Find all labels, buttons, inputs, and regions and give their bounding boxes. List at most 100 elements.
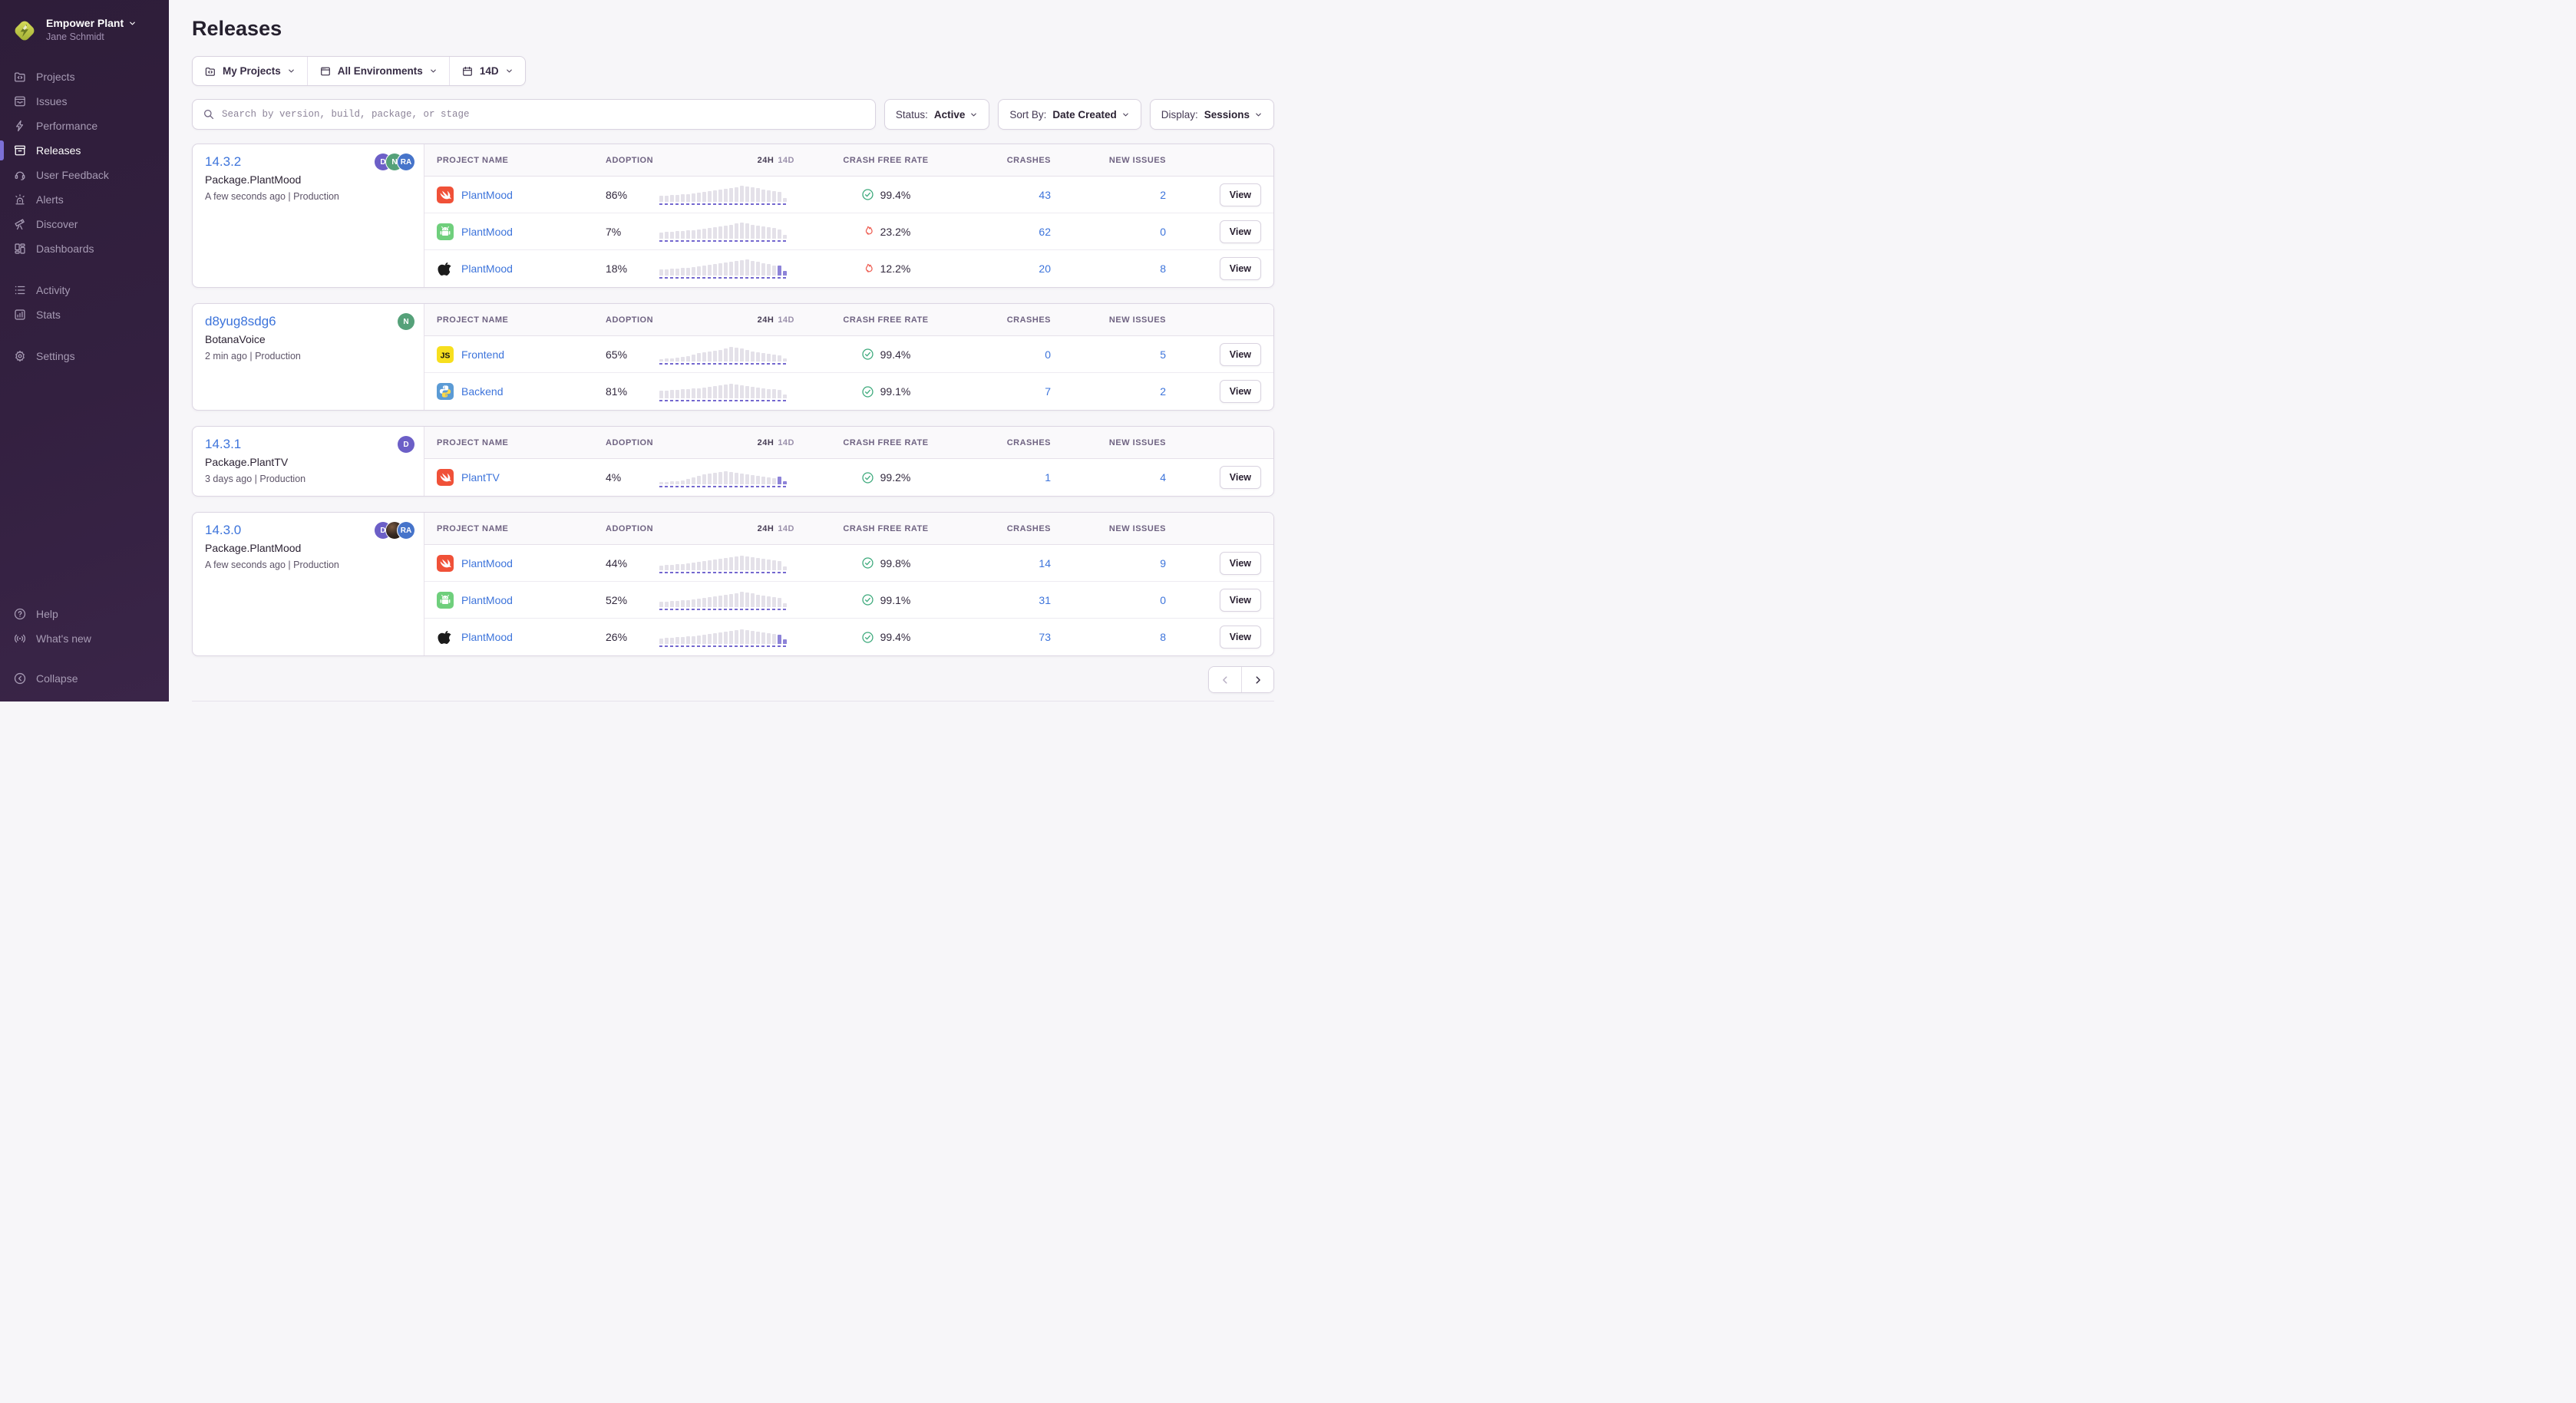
- view-button[interactable]: View: [1219, 551, 1261, 575]
- sidebar-item-collapse[interactable]: Collapse: [0, 666, 169, 691]
- chevron-down-icon: [1121, 111, 1130, 119]
- filter-my-projects[interactable]: My Projects: [193, 57, 308, 85]
- display-dropdown[interactable]: Display: Sessions: [1149, 99, 1274, 130]
- release-version-link[interactable]: 14.3.1: [205, 437, 242, 451]
- sparkline-baseline: [659, 400, 788, 401]
- org-switcher[interactable]: Empower Plant Jane Schmidt: [0, 11, 169, 48]
- crashes-link[interactable]: 43: [1039, 188, 1051, 201]
- new-issues-link[interactable]: 8: [1160, 631, 1166, 643]
- new-issues-link[interactable]: 0: [1160, 593, 1166, 606]
- sidebar-item-label: Stats: [36, 309, 61, 321]
- sidebar-item-label: Alerts: [36, 193, 64, 206]
- column-header-14d[interactable]: 14D: [778, 523, 794, 533]
- filter-14d[interactable]: 14D: [450, 57, 525, 85]
- sidebar-item-help[interactable]: Help: [0, 602, 169, 626]
- org-logo-icon: [11, 17, 38, 45]
- sidebar-item-projects[interactable]: Projects: [0, 64, 169, 89]
- filter-all-environments[interactable]: All Environments: [308, 57, 450, 85]
- sidebar-item-issues[interactable]: Issues: [0, 89, 169, 114]
- crashes-link[interactable]: 7: [1045, 385, 1051, 398]
- view-button[interactable]: View: [1219, 342, 1261, 366]
- new-issues-link[interactable]: 0: [1160, 225, 1166, 238]
- crash-free-value: 99.4%: [861, 348, 910, 361]
- column-header-adoption: ADOPTION: [606, 155, 654, 165]
- new-issues-link[interactable]: 5: [1160, 348, 1166, 361]
- new-issues-link[interactable]: 9: [1160, 556, 1166, 569]
- column-header-crashes: CRASHES: [1006, 315, 1051, 325]
- sidebar-item-activity[interactable]: Activity: [0, 278, 169, 302]
- column-header-24h[interactable]: 24H: [757, 523, 774, 533]
- projects-icon: [204, 65, 216, 78]
- sidebar-item-dashboards[interactable]: Dashboards: [0, 236, 169, 261]
- project-link[interactable]: PlantMood: [461, 556, 513, 569]
- new-issues-link[interactable]: 4: [1160, 471, 1166, 484]
- view-button[interactable]: View: [1219, 626, 1261, 649]
- sparkline-cell: [659, 627, 805, 647]
- release-package: Package.PlantMood: [205, 173, 302, 186]
- column-header-24h[interactable]: 24H: [757, 315, 774, 325]
- adoption-sparkline: [659, 345, 788, 365]
- new-issues-link[interactable]: 8: [1160, 262, 1166, 275]
- sidebar-item-performance[interactable]: Performance: [0, 114, 169, 138]
- project-link[interactable]: PlantMood: [461, 188, 513, 201]
- project-link[interactable]: PlantMood: [461, 262, 513, 275]
- crash-free-ok-icon: [861, 631, 874, 644]
- release-version-link[interactable]: 14.3.0: [205, 523, 242, 537]
- sidebar-item-user-feedback[interactable]: User Feedback: [0, 163, 169, 187]
- project-link[interactable]: Frontend: [461, 348, 505, 361]
- sidebar-item-settings[interactable]: Settings: [0, 344, 169, 368]
- column-header-14d[interactable]: 14D: [778, 155, 794, 165]
- crashes-link[interactable]: 73: [1039, 631, 1051, 643]
- search-input[interactable]: [222, 109, 865, 120]
- project-link[interactable]: PlantMood: [461, 225, 513, 238]
- crashes-link[interactable]: 1: [1045, 471, 1051, 484]
- crashes-link[interactable]: 0: [1045, 348, 1051, 361]
- view-button[interactable]: View: [1219, 466, 1261, 489]
- python-platform-icon: [437, 383, 454, 400]
- release-avatars: N: [398, 313, 414, 330]
- sidebar-item-alerts[interactable]: Alerts: [0, 187, 169, 212]
- new-issues-link[interactable]: 2: [1160, 188, 1166, 201]
- release-version-link[interactable]: 14.3.2: [205, 154, 242, 169]
- sort-by-dropdown[interactable]: Sort By: Date Created: [998, 99, 1141, 130]
- adoption-value: 81%: [606, 385, 628, 398]
- crash-free-value: 23.2%: [861, 225, 910, 238]
- crashes-link[interactable]: 14: [1039, 556, 1051, 569]
- project-row: PlantMood 7% 23.2% 62 0 View: [424, 213, 1273, 250]
- column-header-adoption: ADOPTION: [606, 523, 654, 533]
- column-header-24h[interactable]: 24H: [757, 155, 774, 165]
- sparkline-baseline: [659, 362, 788, 365]
- sidebar-item-releases[interactable]: Releases: [0, 138, 169, 163]
- view-cell: View: [1166, 257, 1273, 280]
- table-header: PROJECT NAME ADOPTION 24H 14D CRASH FREE RAT…: [424, 427, 1273, 459]
- sidebar-item-stats[interactable]: Stats: [0, 302, 169, 327]
- new-issues-link[interactable]: 2: [1160, 385, 1166, 398]
- column-header-14d[interactable]: 14D: [778, 437, 794, 447]
- crashes-link[interactable]: 62: [1039, 225, 1051, 238]
- previous-page-button[interactable]: [1209, 667, 1241, 692]
- sparkline-baseline: [659, 239, 788, 242]
- next-page-button[interactable]: [1241, 667, 1273, 692]
- sidebar-item-what-s-new[interactable]: What's new: [0, 626, 169, 651]
- project-link[interactable]: PlantMood: [461, 631, 513, 643]
- adoption-value: 4%: [606, 471, 622, 484]
- column-header-14d[interactable]: 14D: [778, 315, 794, 325]
- project-row: PlantMood 18% 12.2% 20 8 View: [424, 250, 1273, 287]
- view-button[interactable]: View: [1219, 257, 1261, 280]
- view-button[interactable]: View: [1219, 588, 1261, 612]
- project-link[interactable]: PlantMood: [461, 593, 513, 606]
- project-link[interactable]: Backend: [461, 385, 504, 398]
- crashes-link[interactable]: 31: [1039, 593, 1051, 606]
- crashes-link[interactable]: 20: [1039, 262, 1051, 275]
- view-button[interactable]: View: [1219, 183, 1261, 206]
- project-cell: PlantMood: [424, 186, 606, 203]
- status-dropdown[interactable]: Status: Active: [883, 99, 990, 130]
- column-header-24h[interactable]: 24H: [757, 437, 774, 447]
- release-version-link[interactable]: d8yug8sdg6: [205, 314, 276, 328]
- view-button[interactable]: View: [1219, 380, 1261, 403]
- column-header-project-name: PROJECT NAME: [437, 315, 509, 325]
- project-link[interactable]: PlantTV: [461, 471, 500, 484]
- swift-platform-icon: [437, 186, 454, 203]
- view-button[interactable]: View: [1219, 220, 1261, 243]
- sidebar-item-discover[interactable]: Discover: [0, 212, 169, 236]
